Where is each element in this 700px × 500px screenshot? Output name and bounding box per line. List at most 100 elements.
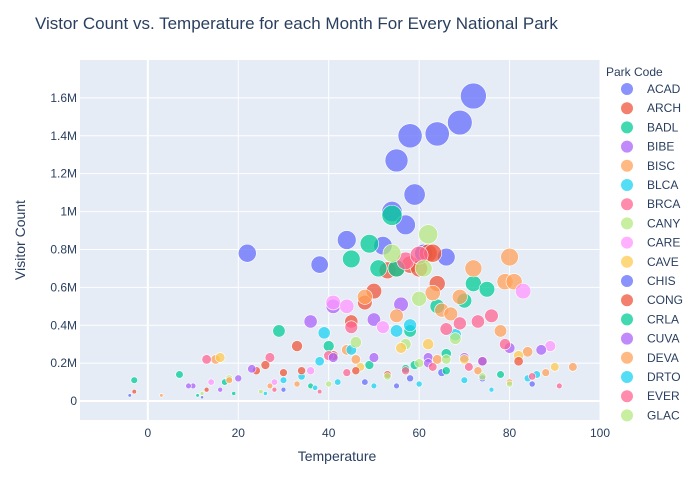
legend-label: CANY [647,216,680,230]
data-point-glac [258,388,264,395]
data-point-ever [317,388,323,395]
data-point-chis [200,395,204,400]
legend-item-deva[interactable]: DEVA [621,351,679,365]
legend-item-cave[interactable]: CAVE [621,255,679,269]
legend-item-chis[interactable]: CHIS [621,274,676,288]
legend-marker [621,332,633,345]
data-point-cany [449,332,462,345]
legend[interactable]: Park Code ACAD ARCH BADL BIBE BISC BLCA BRCA CA… [606,65,683,422]
legend-item-acad[interactable]: ACAD [621,82,681,96]
data-point-acad [237,243,257,263]
data-point-drto [415,380,423,388]
legend-item-cuva[interactable]: CUVA [621,332,679,346]
legend-label: CONG [647,293,683,307]
data-point-badl [342,249,361,269]
data-point-drto [263,391,268,396]
legend-item-drto[interactable]: DRTO [621,370,681,384]
legend-marker [621,236,633,249]
legend-label: DEVA [647,351,679,365]
legend-item-arch[interactable]: ARCH [621,101,681,115]
data-point-brca [484,308,499,323]
data-point-ever [464,362,474,372]
y-tick-label: 1M [60,205,77,219]
data-point-cuva [477,356,488,367]
legend-item-crla[interactable]: CRLA [621,312,679,326]
data-point-bisc [568,362,578,372]
data-point-brca [344,320,358,334]
data-point-chis [280,386,287,393]
data-point-ever [428,362,438,372]
data-point-bibe [303,314,318,329]
data-point-drto [460,376,469,384]
legend-label: EVER [647,389,680,403]
data-point-blca [279,376,288,384]
legend-item-badl[interactable]: BADL [621,120,679,134]
legend-item-blca[interactable]: BLCA [621,178,678,192]
data-point-drto [370,382,378,390]
x-tick-label: 20 [232,426,246,440]
legend-item-ever[interactable]: EVER [621,389,680,403]
data-point-care [339,298,355,314]
data-point-chis [393,382,400,390]
data-point-acad [337,230,357,250]
legend-label: DRTO [647,370,681,384]
data-point-crla [195,393,200,398]
data-point-ever [342,368,352,377]
x-tick-labels: 0 20 40 60 80 100 [144,426,610,440]
data-point-bisc [451,288,468,305]
data-point-crla [496,370,505,379]
data-point-cuva [328,352,339,363]
data-point-bisc [389,308,404,323]
data-point-cong [131,388,137,395]
legend-label: BISC [647,159,675,173]
legend-marker [621,217,633,230]
x-tick-label: 100 [590,426,610,440]
data-point-bisc [500,247,519,267]
data-point-brca [470,314,485,329]
legend-label: CUVA [647,332,679,346]
legend-marker [621,140,633,153]
chart-title: Vistor Count vs. Temperature for each Mo… [35,14,558,33]
legend-label: GLAC [647,408,680,422]
data-point-chis [528,380,536,388]
legend-item-cong[interactable]: CONG [621,293,683,307]
legend-item-bibe[interactable]: BIBE [621,140,674,154]
data-point-cany [411,290,427,307]
data-point-blca [403,318,417,333]
data-point-care [270,378,278,386]
data-point-cave [550,362,560,372]
data-point-cuva [368,352,380,363]
data-point-acad [460,82,487,110]
y-axis-title: Visitor Count [12,200,28,280]
legend-label: CRLA [647,312,679,326]
data-point-cuva [535,344,547,356]
data-point-cong [260,360,271,370]
legend-marker [621,371,633,383]
data-point-bibe [234,374,243,383]
legend-item-cany[interactable]: CANY [621,216,680,230]
legend-item-bisc[interactable]: BISC [621,159,675,173]
legend-item-brca[interactable]: BRCA [621,197,680,211]
data-point-crla [231,391,237,396]
data-point-drto [334,378,342,386]
legend-label: ACAD [647,82,681,96]
data-point-cong [513,356,524,367]
data-points [127,82,578,400]
data-point-badl [478,281,496,298]
data-point-care [207,378,215,386]
data-point-acad [424,121,450,147]
legend-item-care[interactable]: CARE [621,236,680,250]
data-point-acad [447,109,473,136]
data-point-cong [203,386,210,393]
data-point-brca [264,352,276,363]
legend-marker [621,102,633,115]
data-point-glac [441,354,452,365]
legend-item-glac[interactable]: GLAC [621,408,680,422]
data-point-acad [403,183,426,206]
data-point-bibe [366,312,381,327]
data-point-badl [272,324,286,338]
data-point-glac [414,358,424,369]
data-point-badl [322,340,335,352]
y-tick-label: 0.4M [50,318,77,332]
legend-marker [621,313,633,326]
